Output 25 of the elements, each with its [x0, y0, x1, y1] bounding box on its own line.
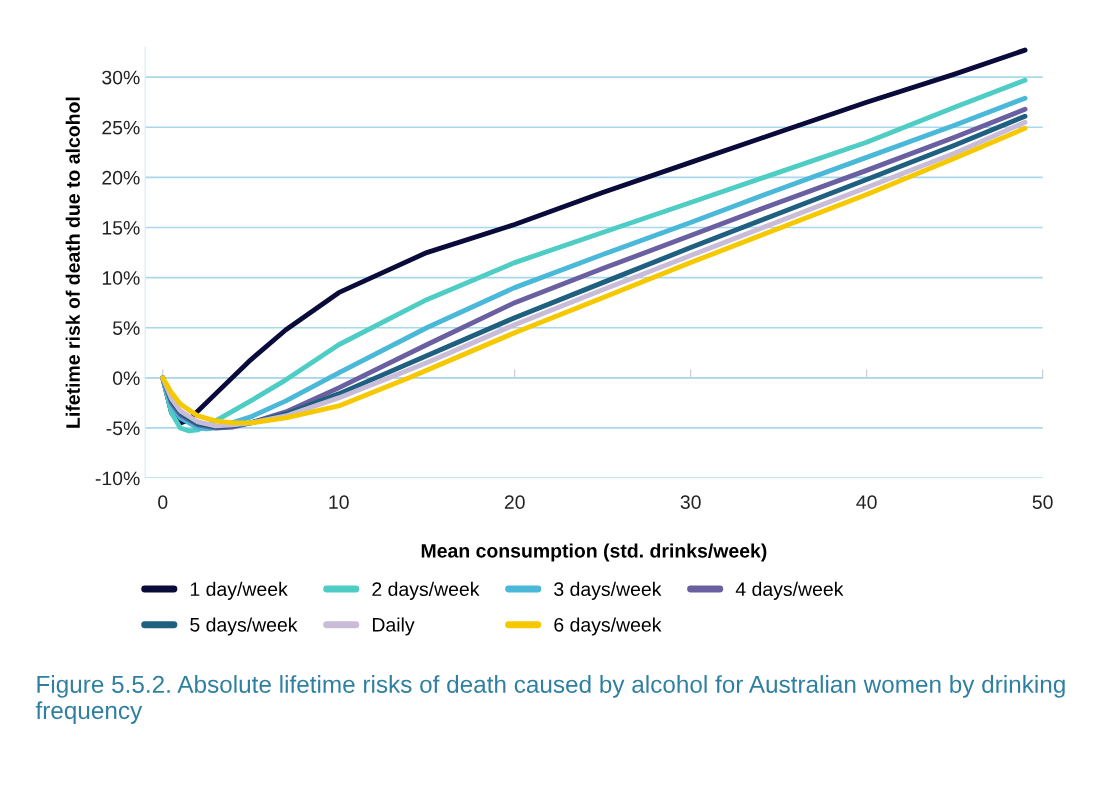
legend-label: 3 days/week: [554, 581, 662, 600]
y-tick-label: 30%: [102, 70, 140, 85]
x-tick-label: 50: [1032, 495, 1053, 510]
legend-label: 5 days/week: [190, 617, 298, 636]
y-axis-title: Lifetime risk of death due to alcohol: [65, 97, 80, 428]
legend-label: 6 days/week: [554, 617, 662, 636]
y-tick-label: -5%: [106, 421, 140, 436]
legend-label: 1 day/week: [190, 581, 288, 600]
legend-label: 4 days/week: [735, 581, 844, 600]
y-tick-label: 25%: [102, 120, 140, 135]
x-tick-label: 20: [504, 495, 525, 510]
caption: Figure 5.5.2. Absolute lifetime risks of death caused by alcohol for Australian women by drinking frequency: [35, 675, 1065, 724]
y-tick-label: 20%: [102, 170, 140, 185]
legend-label: 2 days/week: [372, 581, 480, 600]
legend-label: Daily: [372, 617, 415, 636]
x-tick-label: 40: [856, 495, 877, 510]
y-tick-label: 5%: [112, 321, 140, 335]
y-tick-label: 10%: [102, 271, 140, 285]
x-tick-label: 10: [329, 495, 349, 510]
y-tick-label: -10%: [95, 471, 140, 486]
y-tick-label: 0%: [112, 371, 140, 386]
x-tick-label: 0: [158, 495, 168, 510]
x-axis-title: Mean consumption (std. drinks/week): [421, 543, 767, 562]
x-tick-label: 30: [680, 495, 701, 510]
y-tick-label: 15%: [102, 221, 140, 235]
